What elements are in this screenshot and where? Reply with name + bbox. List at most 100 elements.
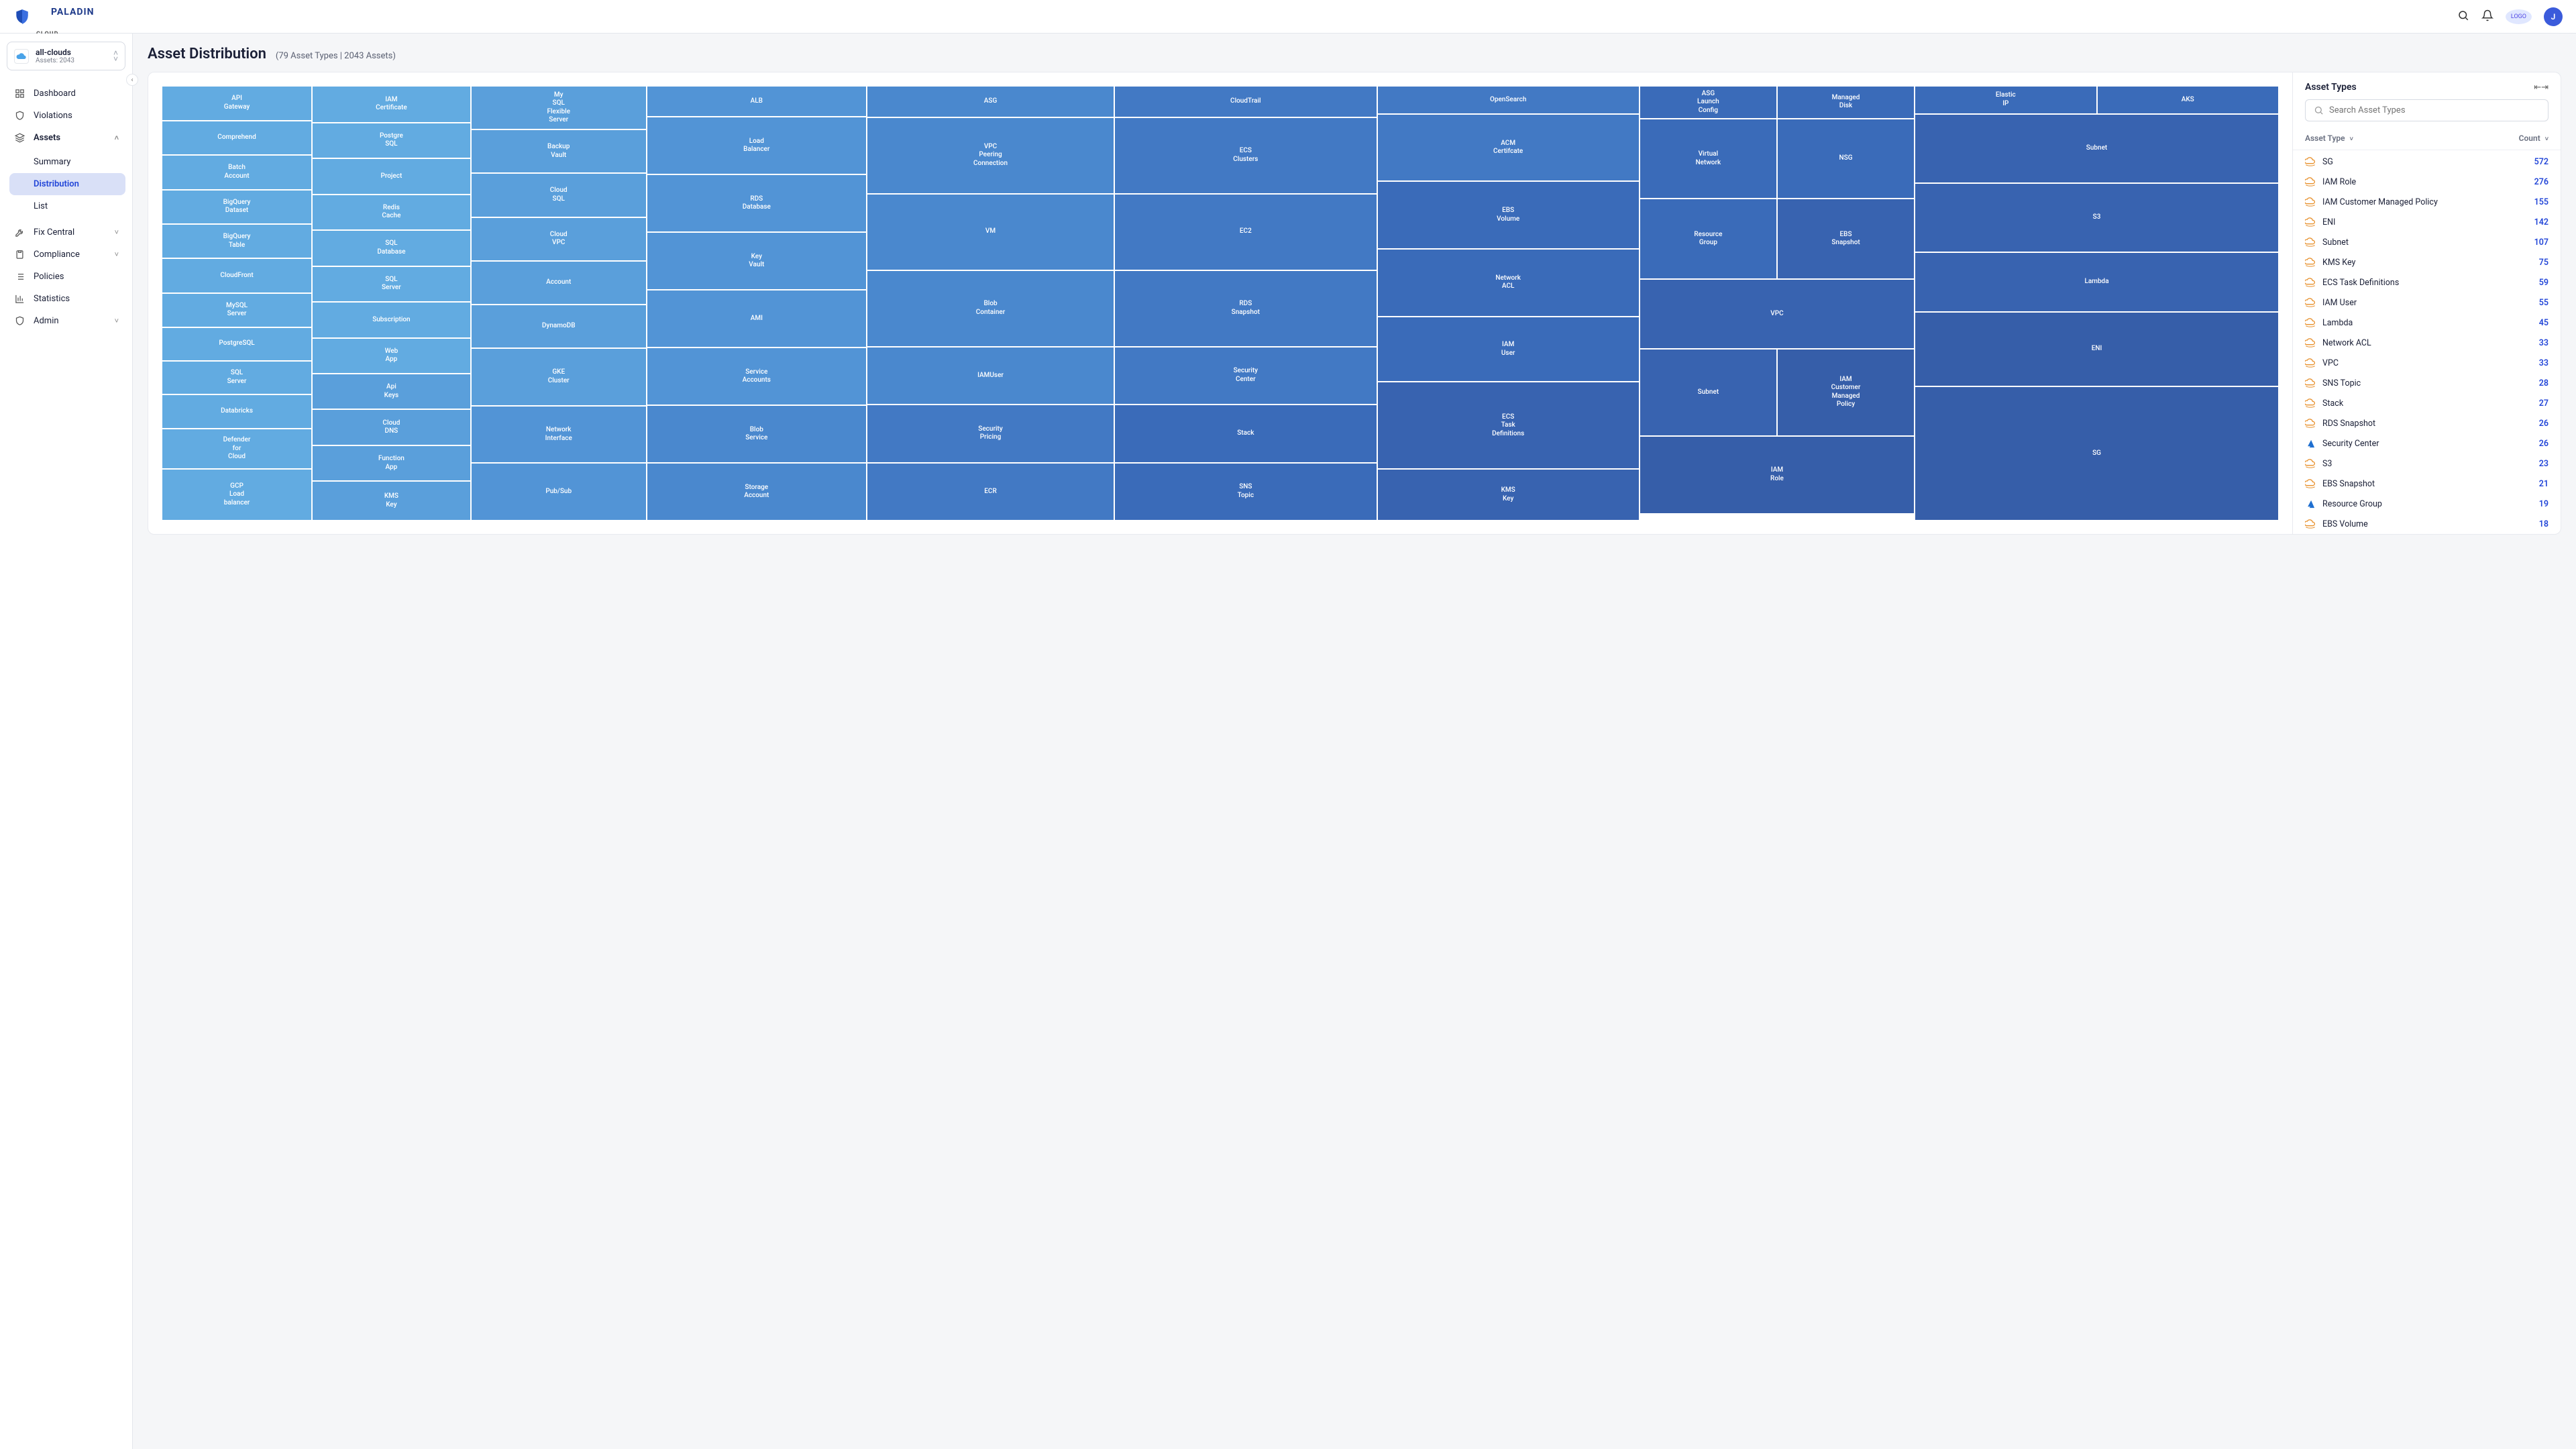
treemap-cell[interactable]: ManagedDisk — [1777, 86, 1915, 119]
asset-row[interactable]: EBS Volume18 — [2305, 514, 2557, 534]
treemap-cell[interactable]: ServiceAccounts — [647, 347, 867, 405]
treemap-cell[interactable]: ECSClusters — [1114, 117, 1377, 194]
treemap-cell[interactable]: EC2 — [1114, 194, 1377, 270]
treemap-cell[interactable]: VPCPeeringConnection — [867, 117, 1114, 194]
asset-row[interactable]: EBS Snapshot21 — [2305, 474, 2557, 494]
asset-row[interactable]: VPC33 — [2305, 353, 2557, 373]
panel-expand-icon[interactable]: ⇤⇥ — [2534, 83, 2548, 93]
treemap-cell[interactable]: KMSKey — [1377, 469, 1640, 521]
asset-row[interactable]: IAM User55 — [2305, 292, 2557, 313]
treemap-cell[interactable]: SecurityPricing — [867, 405, 1114, 462]
collapse-sidebar-button[interactable]: ‹ — [126, 74, 138, 86]
nav-statistics[interactable]: Statistics — [7, 288, 125, 310]
treemap-cell[interactable]: BigQueryDataset — [162, 190, 312, 224]
treemap-cell[interactable]: Comprehend — [162, 121, 312, 155]
col-type[interactable]: Asset Type ˅ — [2305, 133, 2353, 143]
search-box[interactable] — [2305, 99, 2548, 121]
treemap-cell[interactable]: NSG — [1777, 119, 1915, 199]
asset-row[interactable]: S323 — [2305, 453, 2557, 474]
treemap-cell[interactable]: AKS — [2097, 86, 2279, 114]
search-input[interactable] — [2329, 105, 2540, 115]
treemap-cell[interactable]: SG — [1915, 386, 2279, 521]
treemap-cell[interactable]: ENI — [1915, 312, 2279, 386]
asset-row[interactable]: KMS Key75 — [2305, 252, 2557, 272]
treemap-cell[interactable]: EBSVolume — [1377, 181, 1640, 249]
asset-row[interactable]: Stack27 — [2305, 393, 2557, 413]
bell-icon[interactable] — [2481, 9, 2493, 24]
asset-row[interactable]: Subnet107 — [2305, 232, 2557, 252]
treemap-cell[interactable]: CloudTrail — [1114, 86, 1377, 117]
treemap-cell[interactable]: GKECluster — [471, 348, 647, 406]
nav-assets[interactable]: Assets˄ — [7, 127, 125, 149]
treemap-cell[interactable]: CloudFront — [162, 258, 312, 292]
nav-fix-central[interactable]: Fix Central˅ — [7, 221, 125, 244]
treemap-cell[interactable]: APIGateway — [162, 86, 312, 121]
treemap-cell[interactable]: OpenSearch — [1377, 86, 1640, 114]
treemap-cell[interactable]: BigQueryTable — [162, 224, 312, 258]
asset-row[interactable]: Network ACL33 — [2305, 333, 2557, 353]
treemap-cell[interactable]: EBSSnapshot — [1777, 199, 1915, 279]
treemap-cell[interactable]: CloudVPC — [471, 217, 647, 261]
logo[interactable]: PALADINCLOUD — [13, 0, 109, 38]
treemap-cell[interactable]: ALB — [647, 86, 867, 117]
treemap-cell[interactable]: CloudSQL — [471, 173, 647, 217]
treemap-cell[interactable]: SNSTopic — [1114, 463, 1377, 521]
treemap-cell[interactable]: AMI — [647, 290, 867, 347]
treemap-cell[interactable]: LoadBalancer — [647, 117, 867, 174]
treemap-cell[interactable]: ASGLaunchConfig — [1640, 86, 1777, 119]
nav-violations[interactable]: Violations — [7, 105, 125, 127]
treemap-cell[interactable]: Pub/Sub — [471, 463, 647, 521]
treemap-cell[interactable]: VPC — [1640, 279, 1915, 349]
treemap-cell[interactable]: Account — [471, 261, 647, 305]
asset-row[interactable]: ENI142 — [2305, 212, 2557, 232]
treemap-cell[interactable]: RDSSnapshot — [1114, 270, 1377, 347]
treemap-cell[interactable]: NetworkInterface — [471, 406, 647, 464]
treemap-cell[interactable]: ECR — [867, 463, 1114, 521]
search-icon[interactable] — [2457, 9, 2469, 24]
treemap[interactable]: APIGatewayComprehendBatchAccountBigQuery… — [162, 86, 2279, 521]
asset-row[interactable]: SNS Topic28 — [2305, 373, 2557, 393]
asset-row[interactable]: IAM Customer Managed Policy155 — [2305, 192, 2557, 212]
treemap-cell[interactable]: WebApp — [312, 338, 471, 374]
treemap-cell[interactable]: PostgreSQL — [162, 327, 312, 361]
logo-pill[interactable]: LOGO — [2506, 9, 2532, 24]
nav-list[interactable]: List — [9, 195, 125, 217]
treemap-cell[interactable]: IAMUser — [1377, 317, 1640, 382]
treemap-cell[interactable]: SQLDatabase — [312, 230, 471, 266]
treemap-cell[interactable]: DynamoDB — [471, 305, 647, 348]
treemap-cell[interactable]: ApiKeys — [312, 374, 471, 409]
treemap-cell[interactable]: BatchAccount — [162, 155, 312, 189]
asset-row[interactable]: ECS Task Definitions59 — [2305, 272, 2557, 292]
treemap-cell[interactable]: SQLServer — [312, 266, 471, 302]
avatar[interactable]: J — [2544, 7, 2563, 26]
treemap-cell[interactable]: Subnet — [1640, 349, 1777, 436]
nav-summary[interactable]: Summary — [9, 151, 125, 173]
asset-row[interactable]: Lambda45 — [2305, 313, 2557, 333]
treemap-cell[interactable]: FunctionApp — [312, 445, 471, 481]
treemap-cell[interactable]: StorageAccount — [647, 463, 867, 521]
treemap-cell[interactable]: VirtualNetwork — [1640, 119, 1777, 199]
treemap-cell[interactable]: ECSTaskDefinitions — [1377, 382, 1640, 469]
treemap-cell[interactable]: BlobContainer — [867, 270, 1114, 347]
treemap-cell[interactable]: S3 — [1915, 183, 2279, 252]
treemap-cell[interactable]: IAMUser — [867, 347, 1114, 405]
treemap-cell[interactable]: ResourceGroup — [1640, 199, 1777, 279]
treemap-cell[interactable]: GCPLoadbalancer — [162, 469, 312, 521]
treemap-cell[interactable]: PostgreSQL — [312, 123, 471, 158]
treemap-cell[interactable]: MySQLServer — [162, 293, 312, 327]
treemap-cell[interactable]: KeyVault — [647, 232, 867, 290]
asset-group-selector[interactable]: all-cloudsAssets: 2043 ˄˅ — [7, 42, 125, 70]
treemap-cell[interactable]: VM — [867, 194, 1114, 270]
asset-row[interactable]: Security Center26 — [2305, 433, 2557, 453]
treemap-cell[interactable]: ElasticIP — [1915, 86, 2096, 114]
treemap-cell[interactable]: NetworkACL — [1377, 249, 1640, 317]
treemap-cell[interactable]: CloudDNS — [312, 409, 471, 445]
treemap-cell[interactable]: Stack — [1114, 405, 1377, 462]
treemap-cell[interactable]: ASG — [867, 86, 1114, 117]
nav-admin[interactable]: Admin˅ — [7, 310, 125, 332]
nav-policies[interactable]: Policies — [7, 266, 125, 288]
treemap-cell[interactable]: KMSKey — [312, 481, 471, 521]
nav-distribution[interactable]: Distribution — [9, 173, 125, 195]
asset-row[interactable]: Resource Group19 — [2305, 494, 2557, 514]
nav-dashboard[interactable]: Dashboard — [7, 83, 125, 105]
